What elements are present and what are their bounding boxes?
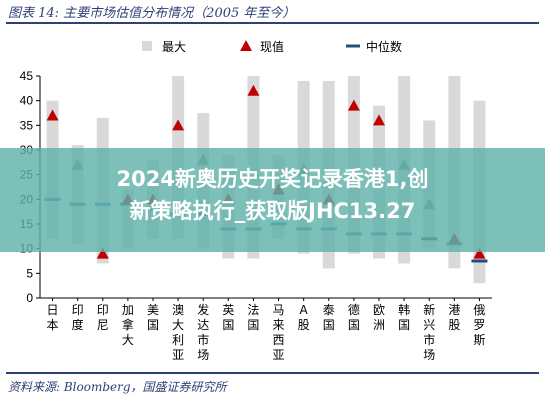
x-tick-label: 英国: [222, 303, 234, 332]
x-tick-label: 泰国: [323, 303, 335, 332]
legend-median-label: 中位数: [366, 39, 402, 54]
legend-median-swatch: [346, 44, 360, 48]
y-tick-label: 0: [26, 291, 33, 305]
x-tick-label: 印尼: [97, 303, 109, 332]
x-tick-label: 发达市场: [197, 302, 209, 362]
legend-max-swatch: [142, 41, 152, 51]
source-note: 资料来源: Bloomberg，国盛证券研究所: [8, 380, 227, 394]
legend-current-marker: [240, 40, 252, 51]
overlay-line-2: 新策略执行_获取版JHC13.27: [129, 199, 416, 223]
median-marker: [471, 259, 488, 263]
legend-max-label: 最大: [162, 40, 186, 54]
x-tick-label: 新兴市场: [423, 302, 435, 362]
x-tick-label: 加拿大: [122, 303, 134, 347]
x-tick-label: 韩国: [398, 302, 410, 332]
overlay-line-1: 2024新奥历史开奖记录香港1,创: [116, 167, 429, 191]
current-marker: [46, 109, 59, 121]
overlay-banner: [0, 148, 545, 252]
y-tick-label: 5: [26, 266, 33, 280]
x-tick-label: 澳大利亚: [172, 303, 184, 362]
chart-title: 图表 14: 主要市场估值分布情况（2005 年至今）: [8, 6, 296, 21]
x-tick-label: 俄罗斯: [473, 303, 485, 347]
x-tick-label: 日本: [47, 303, 59, 332]
overlay-text: 2024新奥历史开奖记录香港1,创 新策略执行_获取版JHC13.27: [0, 163, 545, 227]
y-tick-label: 35: [20, 118, 34, 132]
x-tick-label: 法国: [247, 303, 259, 332]
x-tick-label: 欧洲: [373, 303, 385, 332]
current-marker: [473, 247, 486, 259]
x-tick-label: 港股: [448, 303, 460, 332]
x-tick-label: 印度: [72, 303, 84, 332]
x-tick-label: 马来西亚: [273, 303, 285, 362]
source-divider: [6, 372, 539, 374]
current-marker: [96, 247, 109, 259]
y-tick-label: 45: [20, 69, 34, 83]
legend-current-label: 现值: [260, 39, 284, 54]
current-marker: [172, 119, 185, 131]
title-divider: [6, 22, 539, 24]
x-tick-label: 美国: [147, 303, 159, 332]
current-marker: [347, 99, 360, 111]
current-marker: [373, 114, 385, 126]
y-tick-label: 40: [20, 94, 34, 108]
current-marker: [247, 84, 260, 96]
x-tick-label: 德国: [348, 302, 360, 332]
